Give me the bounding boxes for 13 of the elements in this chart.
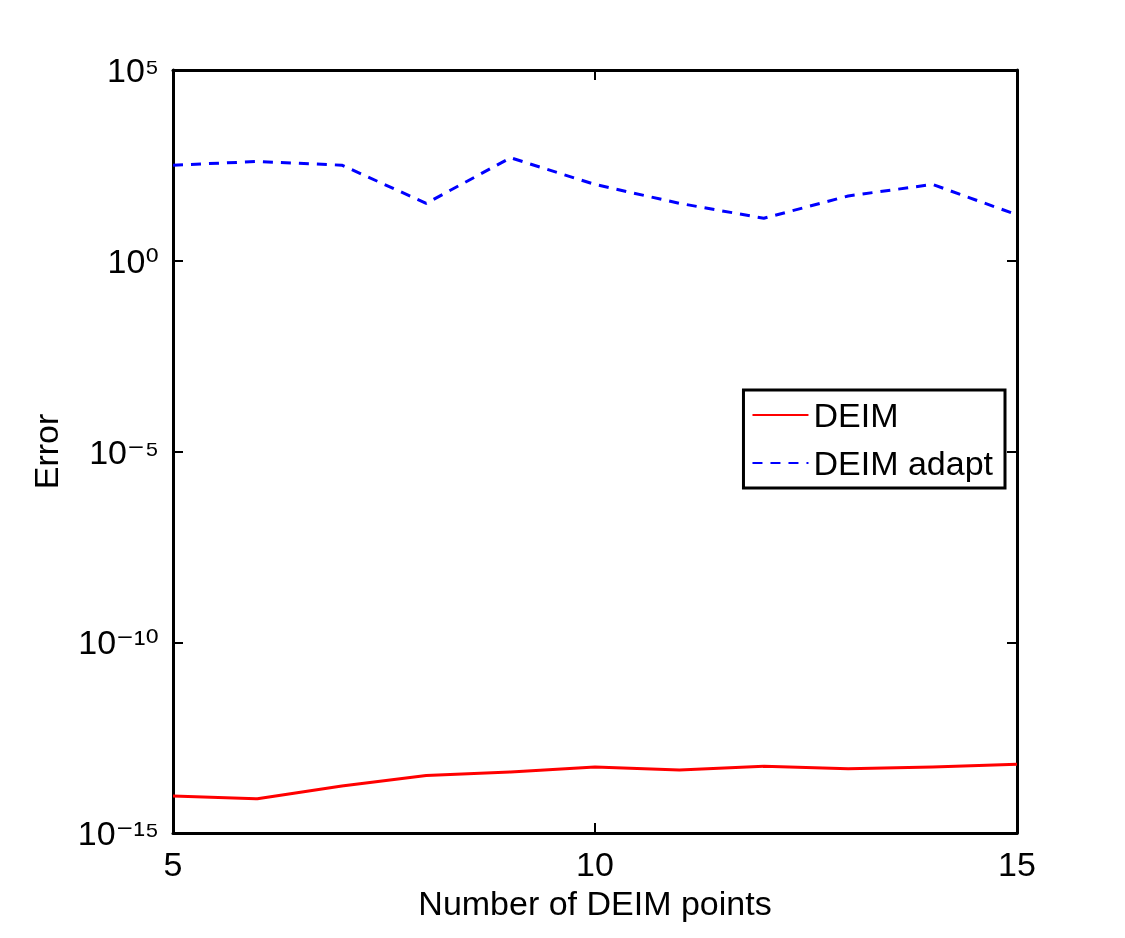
y-tick-label: 10⁰ — [107, 241, 159, 280]
y-tick-label: 10⁻⁵ — [89, 432, 159, 471]
x-axis-title: Number of DEIM points — [418, 883, 772, 922]
legend-label: DEIM — [813, 396, 899, 434]
x-tick-label: 5 — [163, 845, 183, 883]
x-tick-label: 10 — [576, 845, 614, 883]
y-tick-label: 10⁻¹⁰ — [78, 623, 159, 662]
line-series — [171, 762, 1019, 801]
y-tick-label: 10⁵ — [107, 51, 159, 89]
y-axis-title: Error — [27, 413, 65, 490]
y-tick-label: 10⁻¹⁵ — [77, 814, 159, 852]
x-tick-label: 15 — [998, 845, 1036, 883]
legend-label: DEIM adapt — [813, 444, 994, 482]
